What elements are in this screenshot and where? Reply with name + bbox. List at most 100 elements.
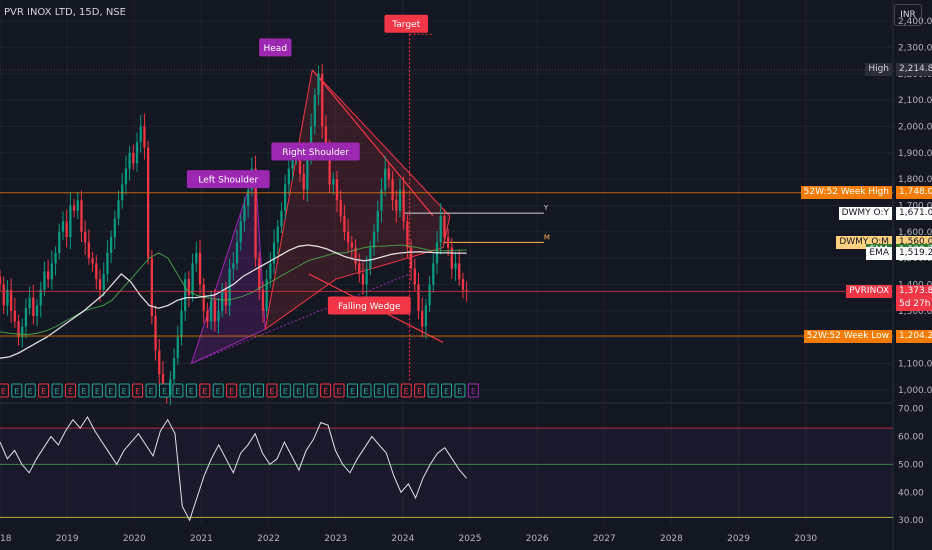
time-axis[interactable]: 2018 2019 2020 2021 2022 2023 2024 2025 2026 2027… (0, 534, 817, 544)
event-marker-box (347, 383, 358, 398)
event-marker-label: E (189, 387, 194, 396)
event-marker-box (199, 383, 211, 398)
candle-body (387, 168, 391, 180)
candle-body (361, 273, 365, 285)
candle-body (95, 263, 98, 280)
event-marker-label: E (162, 387, 167, 396)
event-marker-box (185, 383, 197, 398)
level-name-tag: PVRINOX (846, 284, 892, 298)
candle-body (280, 210, 283, 227)
currency-button[interactable]: INR (894, 4, 922, 26)
candle-body (369, 247, 372, 269)
ema-slow-line (0, 244, 467, 336)
event-marker-box (293, 383, 305, 398)
countdown-tag: 5d 27h (896, 297, 932, 311)
candle-body (76, 200, 79, 211)
candle-body (13, 310, 16, 322)
candle-body (402, 189, 405, 222)
candle-body (284, 184, 287, 211)
event-marker-box (105, 383, 117, 398)
candle-body (365, 268, 368, 285)
candle-body (446, 237, 450, 248)
candle-body (87, 242, 91, 259)
event-marker-box (172, 383, 184, 398)
event-marker-label: E (229, 387, 234, 396)
annotation-label: Target (391, 20, 420, 30)
candles (0, 64, 468, 406)
candle-body (198, 252, 202, 285)
candle-body (206, 310, 209, 322)
candle-body (184, 279, 187, 311)
price-tick-label: 2,300.00 (898, 43, 932, 53)
level-name-tag: 52W:52 Week High (800, 186, 892, 200)
level-value-tag: 1,204.20 (896, 329, 932, 343)
event-marker-box (373, 383, 385, 398)
price-tick-label: 1,100.00 (898, 359, 932, 369)
candle-body (172, 358, 176, 380)
event-marker-box (0, 383, 9, 398)
candle-body (217, 310, 220, 322)
event-marker-box (320, 383, 332, 398)
price-tick-label: 1,300.00 (898, 307, 932, 317)
event-marker-box (159, 383, 170, 398)
event-marker-box (279, 383, 291, 398)
candle-body (391, 179, 394, 201)
event-marker-box (333, 383, 345, 398)
candle-body (121, 184, 124, 201)
time-tick-label: 2025 (459, 534, 482, 544)
event-marker-label: E (337, 387, 342, 396)
candle-body (309, 126, 313, 159)
candle-body (465, 289, 468, 292)
candle-body (161, 374, 165, 390)
event-marker-label: E (68, 387, 73, 396)
candle-body (235, 242, 239, 264)
candle-body (372, 231, 376, 248)
candle-body (98, 279, 102, 290)
candle-body (287, 168, 291, 185)
candle-body (321, 73, 324, 127)
event-marker-label: E (363, 387, 368, 396)
price-tick-label: 2,400.00 (898, 17, 932, 27)
candle-body (358, 263, 361, 274)
event-marker-box (24, 383, 36, 398)
candle-body (150, 258, 153, 317)
event-marker-label: E (216, 387, 221, 396)
event-marker-box (145, 383, 157, 398)
event-marker-box (132, 383, 144, 398)
candle-body (343, 215, 346, 232)
candle-body (380, 189, 383, 211)
time-tick-label: 2019 (56, 534, 79, 544)
event-marker-label: E (377, 387, 382, 396)
candle-body (35, 305, 39, 317)
candle-body (276, 226, 279, 243)
candle-body (61, 221, 65, 232)
candle-body (424, 305, 428, 327)
candle-body (72, 205, 76, 211)
event-marker-label: E (283, 387, 288, 396)
candle-body (176, 337, 179, 359)
rsi-pane (0, 416, 893, 522)
candle-body (450, 247, 453, 269)
candle-body (243, 205, 246, 222)
candle-body (324, 126, 328, 153)
candle-body (80, 200, 83, 232)
annotation-box (327, 296, 411, 315)
candle-body (395, 200, 398, 211)
candle-body (213, 300, 216, 322)
candle-body (54, 252, 57, 264)
event-marker-box (427, 383, 439, 398)
candle-body (317, 73, 320, 95)
event-marker-label: E (1, 387, 6, 396)
event-marker-box (38, 383, 50, 398)
event-marker-box (441, 383, 452, 398)
annotation-label: Head (264, 44, 288, 54)
event-marker-label: E (202, 387, 207, 396)
horizontal-levels (0, 69, 893, 337)
rsi-tick-label: 70.00 (898, 405, 924, 415)
ema-lines (0, 244, 467, 359)
rsi-band-fill (0, 428, 893, 518)
candle-body (6, 289, 9, 306)
event-marker-label: E (243, 387, 248, 396)
